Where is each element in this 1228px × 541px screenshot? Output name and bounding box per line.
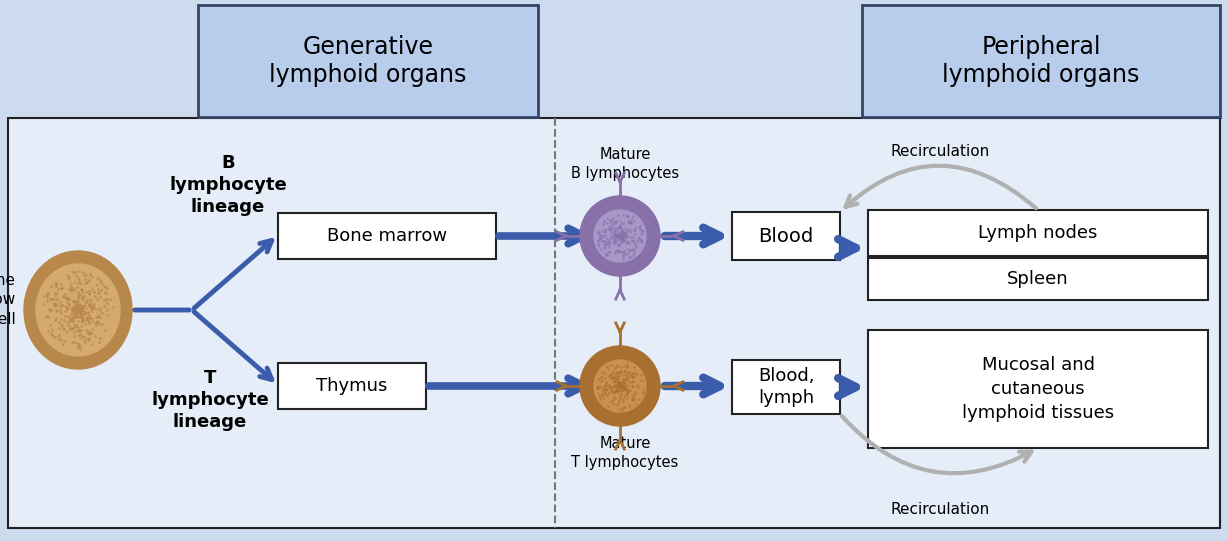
FancyArrowPatch shape bbox=[842, 416, 1032, 473]
Text: Spleen: Spleen bbox=[1007, 270, 1068, 288]
Ellipse shape bbox=[25, 251, 131, 369]
Circle shape bbox=[594, 360, 646, 412]
Text: Mucosal and
cutaneous
lymphoid tissues: Mucosal and cutaneous lymphoid tissues bbox=[962, 357, 1114, 421]
FancyBboxPatch shape bbox=[9, 118, 1219, 528]
Circle shape bbox=[580, 346, 659, 426]
FancyBboxPatch shape bbox=[868, 210, 1208, 256]
FancyBboxPatch shape bbox=[732, 212, 840, 260]
FancyArrowPatch shape bbox=[846, 166, 1036, 208]
Text: Recirculation: Recirculation bbox=[890, 144, 990, 160]
FancyBboxPatch shape bbox=[862, 5, 1219, 117]
Text: T
lymphocyte
lineage: T lymphocyte lineage bbox=[151, 369, 269, 431]
Text: Mature
T lymphocytes: Mature T lymphocytes bbox=[571, 436, 679, 470]
Text: Generative
lymphoid organs: Generative lymphoid organs bbox=[269, 35, 467, 87]
FancyBboxPatch shape bbox=[278, 213, 496, 259]
Text: Bone
marrow
stem cell: Bone marrow stem cell bbox=[0, 273, 16, 327]
Text: Blood: Blood bbox=[759, 227, 814, 246]
Ellipse shape bbox=[36, 264, 120, 356]
FancyBboxPatch shape bbox=[278, 363, 426, 409]
Circle shape bbox=[580, 196, 659, 276]
FancyBboxPatch shape bbox=[868, 258, 1208, 300]
Circle shape bbox=[594, 210, 646, 262]
Text: Peripheral
lymphoid organs: Peripheral lymphoid organs bbox=[942, 35, 1140, 87]
Text: Bone marrow: Bone marrow bbox=[327, 227, 447, 245]
Text: Thymus: Thymus bbox=[317, 377, 388, 395]
Text: B
lymphocyte
lineage: B lymphocyte lineage bbox=[169, 154, 287, 216]
Text: Mature
B lymphocytes: Mature B lymphocytes bbox=[571, 147, 679, 181]
Text: Recirculation: Recirculation bbox=[890, 503, 990, 518]
FancyBboxPatch shape bbox=[732, 360, 840, 414]
Text: Blood,
lymph: Blood, lymph bbox=[758, 367, 814, 407]
FancyBboxPatch shape bbox=[198, 5, 538, 117]
Text: Lymph nodes: Lymph nodes bbox=[979, 224, 1098, 242]
FancyBboxPatch shape bbox=[868, 330, 1208, 448]
